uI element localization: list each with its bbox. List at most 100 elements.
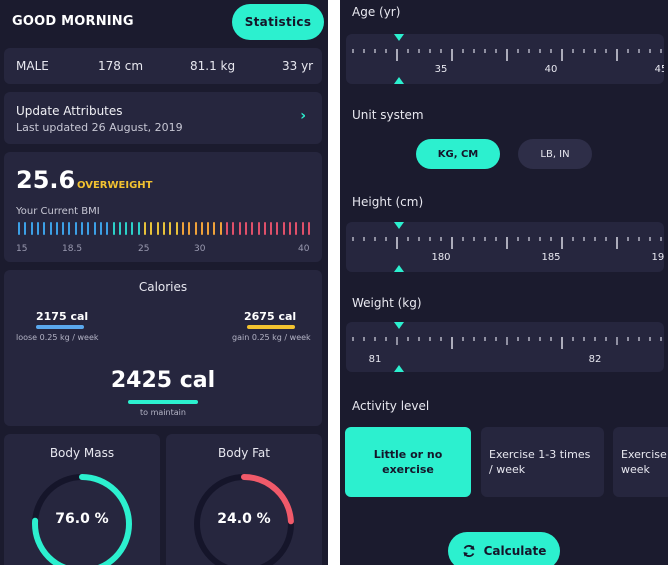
calculate-label: Calculate bbox=[483, 544, 547, 558]
bmi-scale-bar bbox=[137, 222, 140, 235]
ruler-label: 185 bbox=[541, 252, 560, 263]
height-ruler: 180 185 190 bbox=[352, 222, 664, 272]
bmi-scale-bar bbox=[131, 222, 134, 235]
calculate-button[interactable]: Calculate bbox=[448, 532, 560, 565]
bmi-scale-bar bbox=[289, 222, 292, 235]
bmi-scale-bar bbox=[232, 222, 235, 235]
bmi-scale-bar bbox=[219, 222, 222, 235]
bmi-scale-bar bbox=[207, 222, 210, 235]
activity-option-1-3[interactable]: Exercise 1-3 times / week bbox=[481, 427, 604, 497]
weight-value: 81.1 kg bbox=[190, 59, 236, 73]
body-mass-arc bbox=[32, 474, 132, 565]
chevron-right-icon: › bbox=[300, 108, 306, 124]
settings-screen: Age (yr) 35 40 45 Unit system KG, CM LB,… bbox=[340, 0, 668, 565]
bmi-scale-label: 40 bbox=[298, 244, 310, 254]
bmi-scale-bar bbox=[36, 222, 39, 235]
body-mass-card: Body Mass 76.0 % bbox=[4, 434, 160, 565]
ruler-marker-top-icon bbox=[394, 222, 404, 229]
attributes-row: MALE 178 cm 81.1 kg 33 yr bbox=[4, 48, 322, 84]
bmi-scale-bar bbox=[213, 222, 216, 235]
ruler-marker-top-icon bbox=[394, 322, 404, 329]
bmi-scale-bar bbox=[175, 222, 178, 235]
body-fat-value: 24.0 % bbox=[217, 511, 271, 527]
ruler-label: 190 bbox=[651, 252, 664, 263]
ruler-label: 81 bbox=[369, 354, 382, 365]
ruler-label: 40 bbox=[545, 64, 558, 75]
bmi-scale-bar bbox=[200, 222, 203, 235]
bmi-scale-label: 30 bbox=[194, 244, 206, 254]
bmi-scale-bar bbox=[24, 222, 27, 235]
bmi-scale-bar bbox=[188, 222, 191, 235]
age-ruler: 35 40 45 bbox=[352, 34, 664, 84]
calories-title: Calories bbox=[138, 280, 188, 294]
ruler-marker-top-icon bbox=[394, 34, 404, 41]
bmi-scale-bar bbox=[106, 222, 109, 235]
bmi-scale-bar bbox=[301, 222, 304, 235]
maintain-indicator bbox=[128, 400, 198, 404]
activity-option-little[interactable]: Little or no exercise bbox=[345, 427, 471, 497]
refresh-icon bbox=[463, 545, 475, 557]
bmi-scale-bar bbox=[238, 222, 241, 235]
bmi-scale-bar bbox=[125, 222, 128, 235]
update-title: Update Attributes bbox=[16, 104, 123, 118]
body-mass-title: Body Mass bbox=[49, 446, 115, 460]
body-mass-value: 76.0 % bbox=[55, 511, 109, 527]
maintain-calories-label: to maintain bbox=[140, 408, 186, 417]
sex-value: MALE bbox=[16, 59, 49, 73]
lose-indicator bbox=[36, 325, 84, 329]
gain-calories-label: gain 0.25 kg / week bbox=[232, 333, 311, 342]
ruler-label: 45 bbox=[655, 64, 664, 75]
bmi-scale-label: 15 bbox=[16, 244, 28, 254]
gain-indicator bbox=[247, 325, 295, 329]
bmi-scale-bar bbox=[144, 222, 147, 235]
bmi-scale-bar bbox=[270, 222, 273, 235]
ruler-label: 82 bbox=[589, 354, 602, 365]
ruler-marker-bottom-icon bbox=[394, 77, 404, 84]
age-picker[interactable]: 35 40 45 bbox=[346, 34, 664, 84]
bmi-scale-bar bbox=[55, 222, 58, 235]
lose-calories-value: 2175 cal bbox=[36, 310, 89, 323]
body-fat-title: Body Fat bbox=[218, 446, 270, 460]
bmi-scale-bar bbox=[150, 222, 153, 235]
bmi-scale-bar bbox=[43, 222, 46, 235]
bmi-scale-bar bbox=[99, 222, 102, 235]
age-label: Age (yr) bbox=[352, 5, 401, 19]
update-attributes-button[interactable]: Update Attributes Last updated 26 August… bbox=[4, 92, 322, 144]
unit-lb-in-button[interactable]: LB, IN bbox=[518, 139, 592, 169]
bmi-scale-bar bbox=[226, 222, 229, 235]
height-label: Height (cm) bbox=[352, 195, 424, 209]
activity-option-4-5[interactable]: Exercise week bbox=[613, 427, 668, 497]
weight-picker[interactable]: 81 82 bbox=[346, 322, 664, 372]
bmi-scale-bar bbox=[251, 222, 254, 235]
bmi-status: OVERWEIGHT bbox=[77, 180, 153, 191]
weight-label: Weight (kg) bbox=[352, 296, 422, 310]
bmi-scale-bar bbox=[169, 222, 172, 235]
bmi-scale-bar bbox=[181, 222, 184, 235]
bmi-scale-bar bbox=[257, 222, 260, 235]
bmi-scale-bar bbox=[112, 222, 115, 235]
height-value: 178 cm bbox=[98, 59, 144, 73]
bmi-scale-bar bbox=[263, 222, 266, 235]
greeting-title: GOOD MORNING bbox=[12, 14, 134, 29]
weight-ruler: 81 82 bbox=[352, 322, 662, 372]
ruler-label: 180 bbox=[431, 252, 450, 263]
bmi-scale-bar bbox=[49, 222, 52, 235]
height-picker[interactable]: 180 185 190 bbox=[346, 222, 664, 272]
bmi-value: 25.6 bbox=[16, 166, 76, 194]
statistics-button[interactable]: Statistics bbox=[232, 4, 324, 40]
bmi-scale-bar bbox=[194, 222, 197, 235]
unit-kg-cm-button[interactable]: KG, CM bbox=[416, 139, 500, 169]
bmi-scale-bar bbox=[93, 222, 96, 235]
bmi-scale-bar bbox=[308, 222, 310, 235]
update-subtitle: Last updated 26 August, 2019 bbox=[16, 121, 183, 134]
bmi-scale-bar bbox=[295, 222, 298, 235]
bmi-scale-bar bbox=[87, 222, 90, 235]
ruler-label: 35 bbox=[435, 64, 448, 75]
bmi-scale-bar bbox=[244, 222, 247, 235]
body-fat-ring bbox=[194, 474, 294, 565]
age-value: 33 yr bbox=[282, 59, 314, 73]
bmi-label: Your Current BMI bbox=[16, 206, 100, 217]
bmi-scale bbox=[18, 222, 310, 238]
bmi-scale-bar bbox=[81, 222, 84, 235]
gain-calories-value: 2675 cal bbox=[244, 310, 297, 323]
